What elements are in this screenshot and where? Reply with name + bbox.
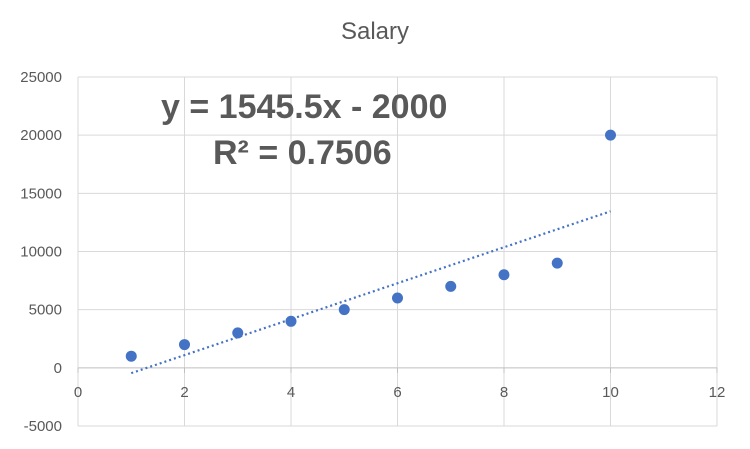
- chart-title: Salary: [340, 18, 410, 45]
- data-point: [498, 269, 510, 281]
- axes: [77, 367, 718, 373]
- trendline-r-squared: R² = 0.7506: [213, 134, 392, 172]
- data-point: [179, 339, 190, 351]
- data-point: [605, 129, 616, 141]
- data-points: [125, 129, 616, 362]
- x-tick-label: 12: [709, 384, 726, 401]
- trendline-group: [130, 210, 611, 375]
- trendline-equation: y = 1545.5x - 2000: [161, 88, 448, 126]
- x-tick-label: 8: [500, 384, 508, 401]
- trendline: [130, 210, 611, 375]
- y-tick-label: 25000: [20, 69, 62, 86]
- data-point: [125, 350, 137, 362]
- data-point: [445, 280, 457, 292]
- y-tick-label: 15000: [20, 185, 62, 202]
- y-tick-label: 0: [54, 360, 62, 377]
- x-tick-label: 4: [287, 384, 295, 401]
- x-tick-label: 6: [393, 384, 401, 401]
- x-tick-label: 2: [180, 384, 188, 401]
- y-tick-label: -5000: [24, 418, 62, 435]
- x-tick-label: 10: [602, 384, 619, 401]
- y-tick-label: 10000: [20, 244, 62, 261]
- y-tick-label: 5000: [29, 302, 62, 319]
- data-point: [392, 292, 403, 304]
- y-tick-label: 20000: [20, 127, 62, 144]
- x-tick-label: 0: [74, 384, 82, 401]
- data-point: [232, 327, 244, 339]
- data-point: [285, 315, 297, 327]
- tick-labels: -5000 0 5000 10000 15000 20000 25000 0 2 4 6 8 10 12: [20, 69, 725, 435]
- data-point: [338, 304, 350, 316]
- data-point: [551, 257, 563, 269]
- gridlines: [77, 76, 718, 427]
